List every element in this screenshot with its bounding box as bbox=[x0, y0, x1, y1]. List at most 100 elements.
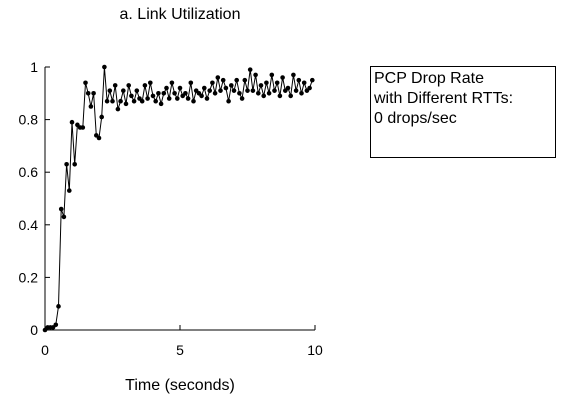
data-point bbox=[280, 75, 285, 80]
chart-title: a. Link Utilization bbox=[120, 6, 241, 23]
data-point bbox=[72, 162, 77, 167]
data-point bbox=[269, 72, 275, 78]
data-point bbox=[185, 96, 191, 101]
data-point bbox=[139, 98, 145, 104]
data-point bbox=[88, 104, 94, 109]
y-tick-label: 0.4 bbox=[19, 217, 39, 233]
data-point bbox=[129, 93, 134, 99]
data-point bbox=[156, 91, 161, 96]
data-point bbox=[145, 96, 150, 101]
data-point bbox=[242, 77, 248, 83]
data-point bbox=[301, 80, 307, 86]
drop-rate-annotation-box: PCP Drop Rate with Different RTTs: 0 dro… bbox=[370, 66, 556, 158]
data-point bbox=[183, 91, 188, 96]
data-point bbox=[299, 91, 304, 96]
data-point bbox=[293, 88, 299, 93]
data-point bbox=[223, 85, 229, 91]
data-point bbox=[118, 98, 123, 104]
data-point bbox=[226, 98, 231, 104]
data-point bbox=[53, 322, 59, 328]
data-point bbox=[231, 88, 237, 93]
data-point bbox=[104, 98, 110, 104]
data-point bbox=[153, 98, 158, 104]
data-point bbox=[210, 80, 215, 86]
data-point bbox=[99, 114, 104, 120]
x-tick-label: 5 bbox=[176, 342, 184, 358]
data-point bbox=[131, 98, 137, 104]
data-point bbox=[175, 96, 180, 101]
data-point bbox=[291, 72, 296, 78]
data-point bbox=[126, 83, 131, 88]
data-point bbox=[285, 85, 291, 91]
data-point bbox=[212, 91, 218, 96]
data-point bbox=[218, 88, 223, 93]
data-point bbox=[150, 93, 156, 99]
data-point bbox=[202, 85, 207, 91]
data-point bbox=[96, 135, 102, 141]
data-point bbox=[83, 80, 88, 86]
data-point bbox=[102, 64, 107, 70]
data-point bbox=[237, 91, 242, 96]
data-point bbox=[253, 72, 258, 78]
data-point bbox=[258, 83, 264, 88]
data-point bbox=[199, 93, 204, 99]
data-point bbox=[169, 80, 175, 86]
data-point bbox=[172, 91, 177, 96]
data-point bbox=[188, 80, 194, 86]
x-axis-ticks: 0 5 10 bbox=[41, 325, 323, 358]
data-point bbox=[264, 80, 269, 86]
data-point bbox=[121, 88, 126, 93]
y-tick-label: 0.8 bbox=[19, 112, 39, 128]
data-point bbox=[61, 214, 67, 220]
data-point bbox=[112, 83, 118, 88]
series-line bbox=[44, 66, 313, 331]
data-point bbox=[91, 91, 96, 96]
data-point bbox=[245, 88, 250, 93]
x-axis-label: Time (seconds) bbox=[125, 377, 235, 394]
data-point bbox=[239, 96, 245, 101]
data-point bbox=[255, 91, 261, 96]
data-point bbox=[274, 80, 280, 86]
data-point bbox=[67, 188, 72, 193]
data-point bbox=[234, 77, 239, 83]
x-tick-label: 10 bbox=[307, 342, 323, 358]
data-point bbox=[204, 96, 210, 101]
y-tick-label: 0 bbox=[30, 322, 38, 338]
annotation-line-1: PCP Drop Rate bbox=[374, 70, 484, 87]
data-point bbox=[250, 88, 256, 93]
data-point bbox=[115, 106, 121, 112]
data-point bbox=[166, 96, 172, 101]
data-point bbox=[164, 85, 169, 91]
data-point bbox=[107, 88, 113, 93]
data-point bbox=[148, 80, 153, 86]
data-point bbox=[158, 101, 164, 107]
data-point bbox=[215, 75, 221, 80]
data-point bbox=[288, 93, 294, 99]
y-axis-ticks: 0 0.2 0.4 0.6 0.8 1 bbox=[19, 59, 50, 338]
y-tick-label: 0.6 bbox=[19, 164, 39, 180]
data-point bbox=[207, 88, 212, 93]
x-tick-label: 0 bbox=[41, 342, 49, 358]
data-point bbox=[310, 77, 315, 83]
data-point bbox=[266, 91, 272, 96]
annotation-line-3: 0 drops/sec bbox=[374, 110, 457, 127]
data-point bbox=[134, 88, 140, 93]
data-point bbox=[272, 88, 277, 93]
data-point bbox=[177, 85, 183, 91]
data-point bbox=[161, 91, 167, 96]
data-point bbox=[307, 85, 312, 91]
data-point bbox=[64, 162, 69, 167]
annotation-line-2: with Different RTTs: bbox=[374, 90, 514, 107]
data-point bbox=[229, 83, 234, 88]
data-point bbox=[142, 83, 148, 88]
data-point bbox=[56, 304, 61, 309]
plot-axes bbox=[44, 67, 315, 331]
data-point bbox=[277, 93, 283, 99]
data-point bbox=[220, 77, 226, 83]
y-tick-label: 0.2 bbox=[19, 269, 39, 285]
utilization-series bbox=[42, 64, 315, 333]
data-point bbox=[296, 77, 302, 83]
y-tick-label: 1 bbox=[30, 59, 38, 75]
data-point bbox=[85, 91, 91, 96]
